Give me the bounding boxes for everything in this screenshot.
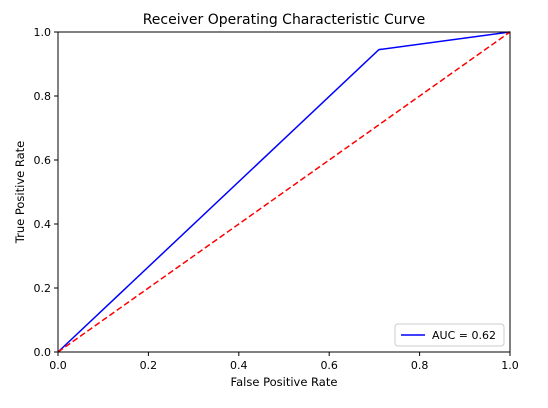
x-tick-label: 0.2 bbox=[140, 359, 158, 372]
x-tick-label: 0.0 bbox=[49, 359, 67, 372]
chart-title: Receiver Operating Characteristic Curve bbox=[143, 12, 426, 28]
x-tick-label: 1.0 bbox=[501, 359, 519, 372]
series-layer bbox=[57, 31, 511, 353]
legend: AUC = 0.62 bbox=[394, 323, 505, 347]
y-tick-label: 0.6 bbox=[34, 154, 52, 167]
y-tick-label: 0.2 bbox=[34, 282, 52, 295]
y-axis-ticks: 0.0 0.2 0.4 0.6 0.8 1.0 bbox=[34, 26, 58, 359]
x-tick-label: 0.8 bbox=[411, 359, 429, 372]
x-tick-label: 0.4 bbox=[230, 359, 248, 372]
chance-diagonal-line bbox=[57, 31, 511, 353]
y-tick-label: 0.0 bbox=[34, 346, 52, 359]
x-axis-ticks: 0.0 0.2 0.4 0.6 0.8 1.0 bbox=[49, 352, 519, 372]
x-tick-label: 0.6 bbox=[320, 359, 338, 372]
roc-curve-line bbox=[57, 31, 511, 353]
legend-label: AUC = 0.62 bbox=[432, 329, 496, 342]
plot-frame bbox=[57, 31, 511, 353]
legend-box bbox=[394, 323, 505, 347]
y-tick-label: 0.4 bbox=[34, 218, 52, 231]
y-tick-label: 0.8 bbox=[34, 90, 52, 103]
y-tick-label: 1.0 bbox=[34, 26, 52, 39]
y-axis-label: True Positive Rate bbox=[13, 141, 27, 244]
x-axis-label: False Positive Rate bbox=[231, 375, 338, 389]
